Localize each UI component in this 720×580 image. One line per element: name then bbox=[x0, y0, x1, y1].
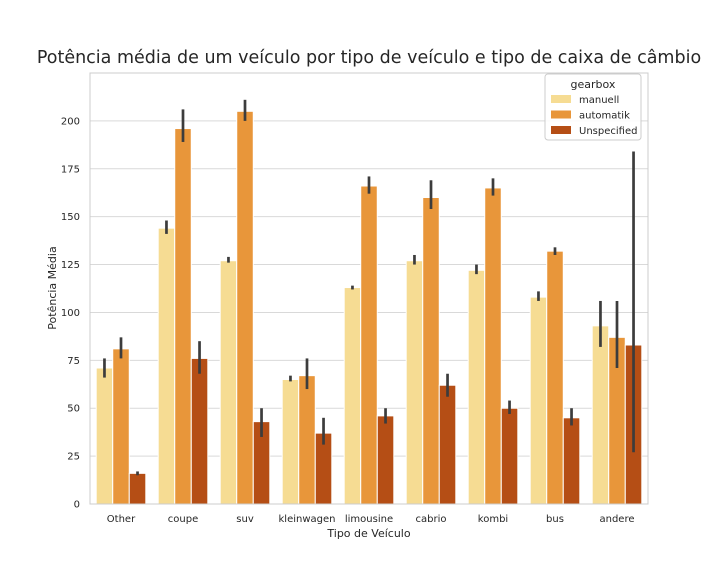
x-axis-label: Tipo de Veículo bbox=[326, 527, 410, 540]
bar-automatik-kombi bbox=[484, 187, 502, 505]
bar-manuell-cabrio bbox=[405, 260, 424, 505]
x-tick-label: suv bbox=[236, 514, 254, 525]
plot-area: 0 25 50 75 100 125 150 175 200 Other coupe suv klein… bbox=[61, 72, 649, 525]
y-tick-label: 100 bbox=[61, 308, 80, 319]
bar-manuell-bus bbox=[529, 296, 548, 505]
legend-label-manuell: manuell bbox=[579, 95, 619, 106]
bar-manuell-other bbox=[95, 367, 114, 505]
x-tick-label: andere bbox=[599, 514, 634, 525]
bar-automatik-kleinwagen bbox=[298, 375, 316, 505]
bar-unspecified-other bbox=[128, 472, 147, 505]
bar-manuell-kleinwagen bbox=[281, 378, 300, 505]
x-tick-label: coupe bbox=[168, 514, 198, 525]
bar-manuell-kombi bbox=[467, 269, 486, 505]
x-tick-label: cabrio bbox=[416, 514, 447, 525]
legend-label-unspecified: Unspecified bbox=[579, 126, 637, 137]
legend-swatch-unspecified bbox=[551, 126, 571, 134]
legend-label-automatik: automatik bbox=[579, 111, 630, 122]
bar-automatik-coupe bbox=[174, 128, 192, 505]
bar-manuell-andere bbox=[591, 325, 610, 505]
x-tick-label: bus bbox=[546, 514, 564, 525]
y-tick-label: 125 bbox=[61, 260, 80, 271]
x-tick-label: kombi bbox=[478, 514, 508, 525]
bar-unspecified-limousine bbox=[376, 415, 395, 505]
legend-title: gearbox bbox=[571, 78, 616, 91]
bar-manuell-coupe bbox=[157, 227, 176, 505]
bar-automatik-other bbox=[112, 348, 130, 505]
y-axis-label: Potência Média bbox=[46, 246, 59, 329]
bar-unspecified-bus bbox=[562, 417, 581, 505]
y-tick-label: 25 bbox=[67, 452, 80, 463]
legend-box bbox=[544, 73, 642, 141]
y-tick-label: 75 bbox=[67, 356, 80, 367]
legend: gearbox manuell automatik Unspecified bbox=[544, 73, 642, 141]
plot-frame bbox=[89, 72, 649, 505]
x-tick-label: limousine bbox=[345, 514, 393, 525]
bar-manuell-limousine bbox=[343, 287, 362, 505]
x-tick-label: kleinwagen bbox=[279, 514, 336, 525]
y-tick-label: 175 bbox=[61, 164, 80, 175]
bar-automatik-bus bbox=[546, 250, 564, 505]
bar-automatik-suv bbox=[236, 110, 254, 505]
bar-automatik-cabrio bbox=[422, 197, 440, 505]
y-tick-label: 50 bbox=[67, 404, 80, 415]
x-tick-label: Other bbox=[107, 514, 136, 525]
legend-swatch-automatik bbox=[551, 110, 571, 119]
y-tick-label: 0 bbox=[74, 500, 80, 511]
bar-automatik-limousine bbox=[360, 185, 378, 505]
bar-unspecified-coupe bbox=[190, 357, 209, 505]
bar-unspecified-cabrio bbox=[438, 384, 457, 505]
bar-manuell-suv bbox=[219, 260, 238, 505]
y-tick-label: 150 bbox=[61, 212, 80, 223]
y-tick-label: 200 bbox=[61, 116, 80, 127]
legend-swatch-manuell bbox=[551, 95, 571, 103]
chart-title: Potência média de um veículo por tipo de… bbox=[37, 48, 701, 68]
bar-unspecified-kombi bbox=[500, 407, 519, 505]
